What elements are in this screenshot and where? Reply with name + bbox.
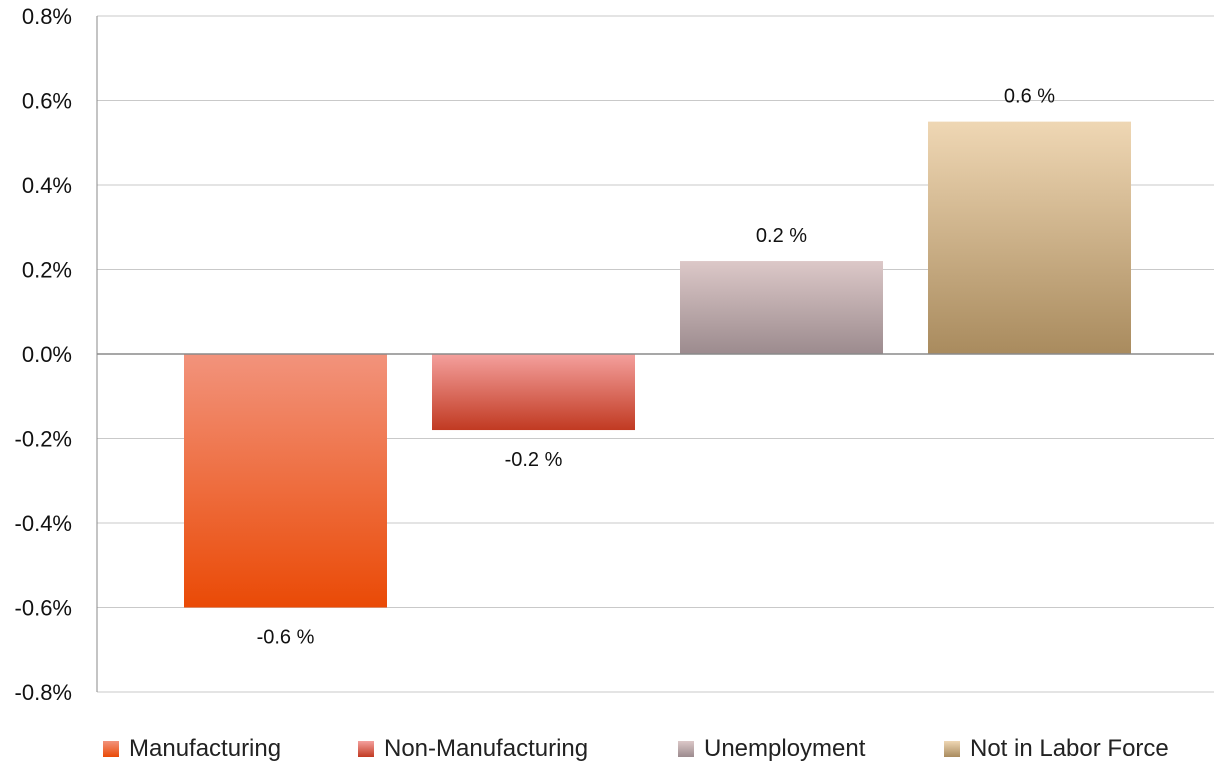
legend: Manufacturing Non-Manufacturing Unemployme… xyxy=(0,732,1217,766)
legend-item: Manufacturing xyxy=(103,732,281,766)
legend-label: Manufacturing xyxy=(129,735,282,762)
legend-item: Non-Manufacturing xyxy=(358,732,588,766)
y-tick-label: 0.6% xyxy=(22,89,72,114)
y-tick-label: 0.0% xyxy=(22,342,72,367)
bar-manufacturing xyxy=(184,354,387,608)
legend-item: Not in Labor Force xyxy=(944,732,1169,766)
y-tick-label: -0.8% xyxy=(15,680,72,705)
y-tick-label: 0.2% xyxy=(22,258,72,283)
bar-unemployment xyxy=(680,261,883,354)
y-axis-tick-labels: 0.8% 0.6% 0.4% 0.2% 0.0% -0.2% -0.4% -0.6% -0.8% xyxy=(15,4,72,705)
legend-swatch xyxy=(678,741,694,757)
legend-label: Unemployment xyxy=(704,735,866,762)
bar-non-manufacturing xyxy=(432,354,635,431)
data-label: 0.2 % xyxy=(756,225,807,247)
y-tick-label: 0.8% xyxy=(22,4,72,29)
legend-item: Unemployment xyxy=(678,732,865,766)
bars xyxy=(184,121,1131,608)
bar-chart: 0.8% 0.6% 0.4% 0.2% 0.0% -0.2% -0.4% -0.6% -0.8%… xyxy=(15,4,1214,705)
legend-label: Non-Manufacturing xyxy=(384,735,589,762)
y-tick-label: -0.4% xyxy=(15,511,72,536)
legend-swatch xyxy=(944,741,960,757)
y-tick-label: 0.4% xyxy=(22,173,72,198)
bar-not-in-labor-force xyxy=(928,121,1131,354)
data-label: 0.6 % xyxy=(1004,86,1055,108)
legend-swatch xyxy=(358,741,374,757)
data-label: -0.2 % xyxy=(505,449,563,471)
y-tick-label: -0.2% xyxy=(15,427,72,452)
legend-label: Not in Labor Force xyxy=(970,735,1169,762)
legend-swatch xyxy=(103,741,119,757)
y-tick-label: -0.6% xyxy=(15,596,72,621)
data-labels: -0.6 % -0.2 % 0.2 % 0.6 % xyxy=(257,86,1056,649)
data-label: -0.6 % xyxy=(257,627,315,649)
